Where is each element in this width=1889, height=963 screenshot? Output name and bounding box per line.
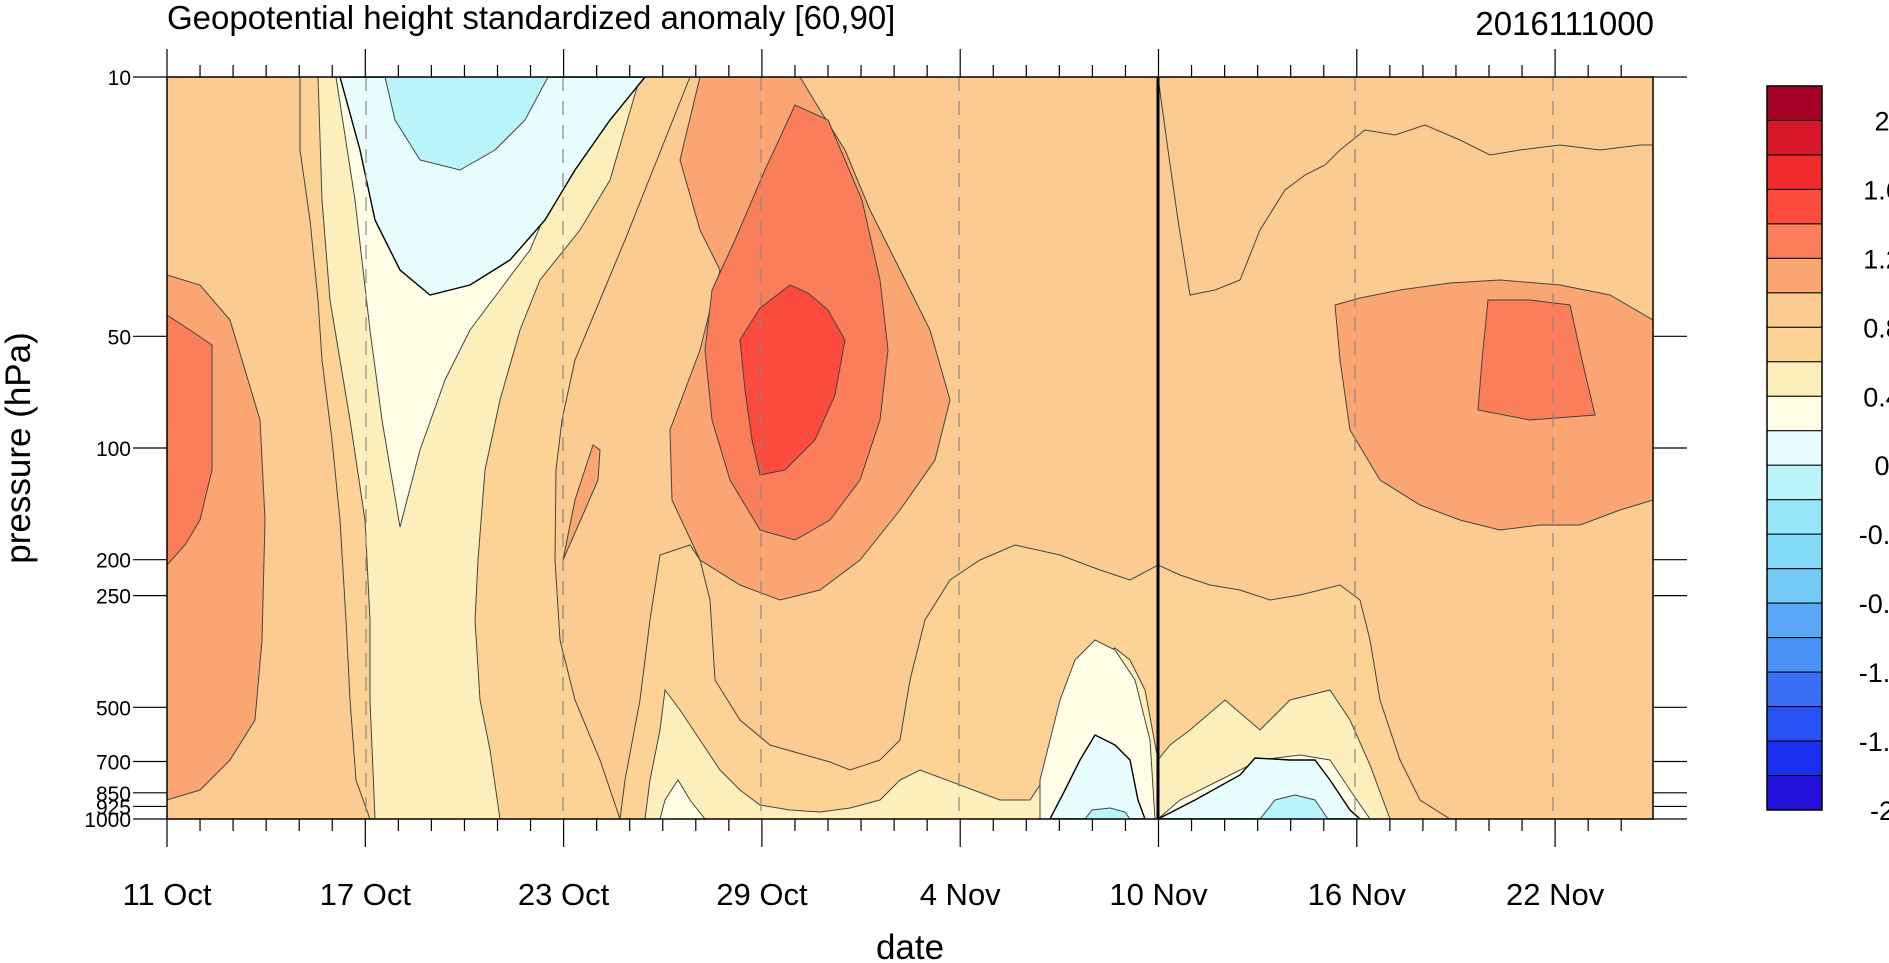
contour-fill-area — [167, 77, 1653, 819]
colorbar-swatch — [1766, 602, 1823, 639]
x-axis-label: date — [876, 928, 944, 963]
colorbar-label: -1.6 — [1859, 727, 1889, 757]
colorbar: 2 1.6 1.2 0.8 0.4 0 -0.4 -0.8 -1.2 -1.6 -2 — [1766, 85, 1889, 826]
colorbar-swatch — [1766, 154, 1823, 190]
colorbar-swatch — [1766, 706, 1823, 742]
colorbar-frame — [1766, 85, 1823, 811]
chart-timestamp: 2016111000 — [1475, 5, 1654, 42]
x-axis: 11 Oct 17 Oct 23 Oct 29 Oct 4 Nov 10 Nov 16 No… — [122, 49, 1622, 912]
colorbar-swatch — [1766, 257, 1823, 294]
x-tick-label: 4 Nov — [920, 877, 1001, 912]
colorbar-swatch — [1766, 292, 1823, 328]
y-tick-label: 50 — [108, 326, 131, 349]
vertical-dashed-lines — [365, 77, 1554, 819]
colorbar-swatch — [1766, 326, 1823, 363]
contour-fill-1-4-oct — [739, 284, 846, 476]
colorbar-label: 1.2 — [1863, 244, 1889, 274]
contour-fill-0-6-nov — [1157, 77, 1653, 296]
colorbar-swatch — [1766, 85, 1823, 121]
y-tick-label: 200 — [96, 550, 131, 573]
y-tick-label: 700 — [96, 752, 131, 775]
colorbar-label: 0.4 — [1863, 382, 1889, 412]
colorbar-swatch — [1766, 533, 1823, 570]
colorbar-swatch — [1766, 775, 1823, 811]
colorbar-swatch — [1766, 361, 1823, 397]
chart-title: Geopotential height standardized anomaly… — [167, 0, 895, 36]
colorbar-label: 0.8 — [1863, 313, 1889, 343]
x-tick-label: 23 Oct — [518, 877, 610, 912]
y-tick-label: 250 — [96, 586, 131, 609]
colorbar-swatch — [1766, 637, 1823, 673]
colorbar-swatch — [1766, 223, 1823, 259]
colorbar-label: 0 — [1874, 451, 1889, 481]
x-tick-label: 11 Oct — [122, 877, 211, 912]
colorbar-swatch — [1766, 430, 1823, 466]
y-tick-label: 100 — [96, 438, 131, 461]
colorbar-swatch — [1766, 188, 1823, 225]
y-tick-label: 925 — [96, 796, 131, 819]
colorbar-label: -0.8 — [1859, 589, 1889, 619]
y-axis-label: pressure (hPa) — [0, 332, 38, 563]
colorbar-label: 2 — [1874, 106, 1889, 136]
x-tick-label: 29 Oct — [716, 877, 808, 912]
colorbar-swatch — [1766, 395, 1823, 432]
y-tick-label: 850 — [96, 783, 131, 806]
colorbar-label: -2 — [1870, 796, 1889, 826]
colorbar-swatch — [1766, 671, 1823, 708]
contour-fill-1-2 — [167, 314, 213, 566]
colorbar-label: -0.4 — [1859, 520, 1889, 550]
colorbar-label: 1.6 — [1863, 175, 1889, 205]
colorbar-swatch — [1766, 568, 1823, 604]
colorbar-label: -1.2 — [1859, 658, 1889, 688]
contour-fill-neg-0-4-lower — [1084, 794, 1329, 819]
x-tick-label: 17 Oct — [320, 877, 412, 912]
colorbar-swatch — [1766, 464, 1823, 501]
x-tick-label: 22 Nov — [1506, 877, 1605, 912]
contour-fill-neg-0-4 — [384, 77, 549, 171]
colorbar-swatch — [1766, 740, 1823, 777]
contour-fill-1-2-nov — [1477, 299, 1596, 421]
contour-fill-1-0-small — [562, 444, 601, 561]
y-tick-label: 10 — [108, 67, 131, 90]
colorbar-swatch — [1766, 499, 1823, 535]
y-tick-label: 500 — [96, 697, 131, 720]
x-tick-label: 16 Nov — [1308, 877, 1407, 912]
y-tick-label: 1000 — [84, 809, 131, 832]
colorbar-swatch — [1766, 119, 1823, 156]
x-tick-label: 10 Nov — [1109, 877, 1208, 912]
